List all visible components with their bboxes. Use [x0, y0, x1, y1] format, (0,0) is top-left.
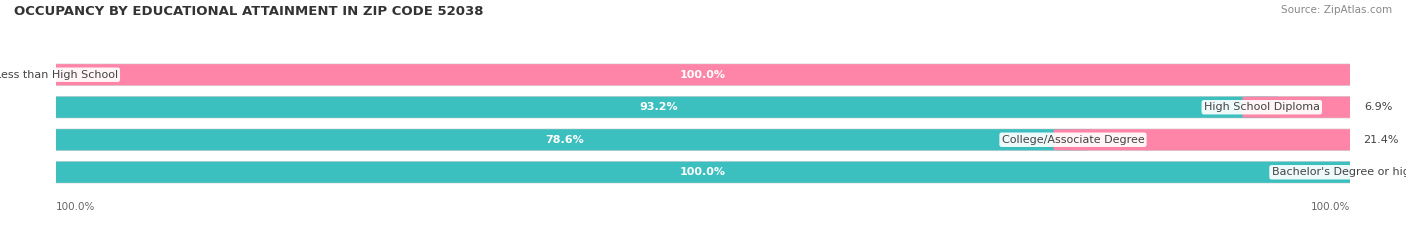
Text: Source: ZipAtlas.com: Source: ZipAtlas.com — [1281, 5, 1392, 15]
Text: 78.6%: 78.6% — [546, 135, 583, 145]
Text: Less than High School: Less than High School — [0, 70, 118, 80]
Text: 100.0%: 100.0% — [681, 167, 725, 177]
Text: 6.9%: 6.9% — [1364, 102, 1392, 112]
Text: 21.4%: 21.4% — [1362, 135, 1398, 145]
FancyBboxPatch shape — [37, 129, 1092, 150]
FancyBboxPatch shape — [1053, 129, 1369, 150]
Text: 100.0%: 100.0% — [681, 70, 725, 80]
Text: 100.0%: 100.0% — [56, 202, 96, 212]
Text: Bachelor's Degree or higher: Bachelor's Degree or higher — [1271, 167, 1406, 177]
FancyBboxPatch shape — [37, 129, 1369, 150]
FancyBboxPatch shape — [37, 97, 1281, 118]
FancyBboxPatch shape — [37, 64, 1369, 85]
Text: 93.2%: 93.2% — [640, 102, 678, 112]
Text: OCCUPANCY BY EDUCATIONAL ATTAINMENT IN ZIP CODE 52038: OCCUPANCY BY EDUCATIONAL ATTAINMENT IN Z… — [14, 5, 484, 18]
Text: High School Diploma: High School Diploma — [1204, 102, 1320, 112]
FancyBboxPatch shape — [37, 64, 1369, 85]
FancyBboxPatch shape — [37, 162, 1369, 183]
FancyBboxPatch shape — [37, 162, 1369, 183]
FancyBboxPatch shape — [37, 97, 1369, 118]
Text: 100.0%: 100.0% — [1310, 202, 1350, 212]
Text: College/Associate Degree: College/Associate Degree — [1001, 135, 1144, 145]
FancyBboxPatch shape — [1243, 97, 1371, 118]
